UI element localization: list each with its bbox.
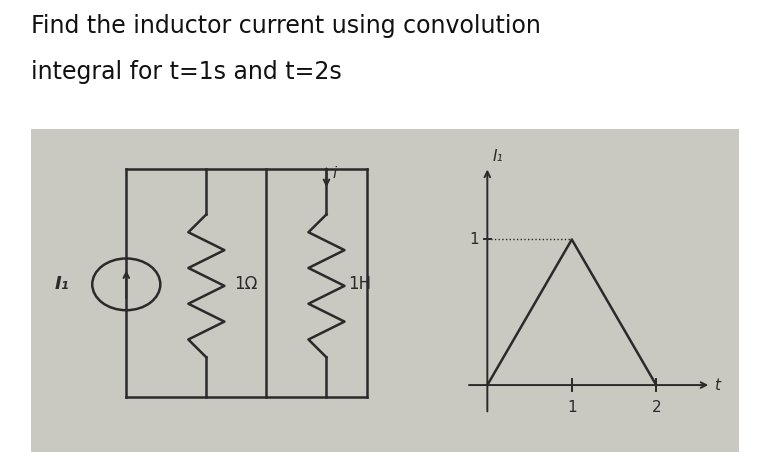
Text: 1: 1 [567,400,577,414]
Text: 1H: 1H [349,275,372,293]
Text: I₁: I₁ [492,149,503,164]
Text: Find the inductor current using convolution: Find the inductor current using convolut… [31,14,541,38]
Text: 2: 2 [651,400,661,414]
Text: 1Ω: 1Ω [234,275,258,293]
Text: i: i [333,165,336,181]
Text: t: t [714,378,720,393]
Text: I₁: I₁ [54,275,69,293]
Text: 1: 1 [469,232,479,247]
Text: integral for t=1s and t=2s: integral for t=1s and t=2s [31,60,342,84]
